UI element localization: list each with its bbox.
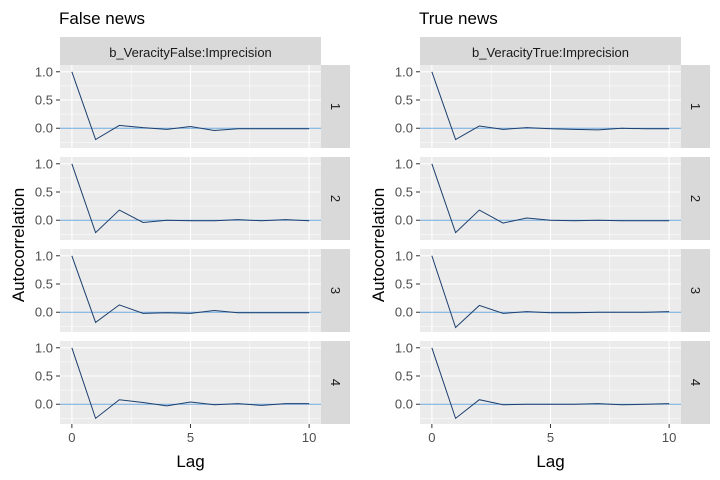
x-tick-label: 5 bbox=[547, 430, 554, 445]
y-axis-title: Autocorrelation bbox=[369, 188, 388, 302]
facet-strip-right-label: 2 bbox=[688, 195, 703, 202]
y-tick-label: 1.0 bbox=[395, 248, 413, 263]
facet-strip-label: b_VeracityTrue:Imprecision bbox=[472, 45, 629, 60]
x-tick-label: 10 bbox=[302, 430, 316, 445]
chart-title: True news bbox=[419, 9, 498, 28]
y-tick-label: 0.0 bbox=[395, 397, 413, 412]
y-tick-label: 0.5 bbox=[395, 277, 413, 292]
facet-strip-right-label: 2 bbox=[328, 195, 343, 202]
chart-1: True newsb_VeracityTrue:Imprecision0.00.… bbox=[369, 9, 710, 471]
x-tick-label: 5 bbox=[187, 430, 194, 445]
y-tick-label: 0.5 bbox=[395, 185, 413, 200]
y-tick-label: 1.0 bbox=[35, 156, 53, 171]
y-tick-label: 1.0 bbox=[395, 340, 413, 355]
y-tick-label: 0.5 bbox=[35, 277, 53, 292]
facet-strip-right-label: 1 bbox=[328, 103, 343, 110]
facet-panel-4: 0.0 0.5 1.0 4 bbox=[35, 340, 350, 424]
facet-panel-3: 0.0 0.5 1.0 3 bbox=[35, 248, 350, 332]
x-tick-label: 0 bbox=[428, 430, 435, 445]
y-tick-label: 1.0 bbox=[35, 248, 53, 263]
facet-strip-right-label: 4 bbox=[328, 379, 343, 386]
facet-strip-right-label: 3 bbox=[328, 287, 343, 294]
y-tick-label: 0.0 bbox=[395, 305, 413, 320]
facet-strip-right-label: 1 bbox=[688, 103, 703, 110]
x-tick-label: 0 bbox=[68, 430, 75, 445]
chart-0: False news b_VeracityFalse:Imprecision 0.0… bbox=[9, 9, 350, 471]
y-tick-label: 1.0 bbox=[35, 64, 53, 79]
facet-panel-4: 0.0 0.5 1.0 4 bbox=[395, 340, 710, 424]
y-tick-label: 1.0 bbox=[395, 156, 413, 171]
facet-strip-right-label: 3 bbox=[688, 287, 703, 294]
y-tick-label: 0.5 bbox=[395, 369, 413, 384]
facet-strip-label: b_VeracityFalse:Imprecision bbox=[109, 45, 272, 60]
x-axis-title: Lag bbox=[176, 452, 204, 471]
y-tick-label: 0.5 bbox=[395, 93, 413, 108]
facet-panel-2: 0.0 0.5 1.0 2 bbox=[395, 156, 710, 240]
y-tick-label: 0.0 bbox=[35, 397, 53, 412]
facet-panel-1: 0.0 0.5 1.0 1 bbox=[395, 64, 710, 148]
facet-panel-2: 0.0 0.5 1.0 2 bbox=[35, 156, 350, 240]
y-tick-label: 1.0 bbox=[395, 64, 413, 79]
y-tick-label: 0.0 bbox=[395, 213, 413, 228]
y-tick-label: 0.0 bbox=[35, 305, 53, 320]
facet-panel-3: 0.0 0.5 1.0 3 bbox=[395, 248, 710, 332]
y-tick-label: 0.0 bbox=[35, 121, 53, 136]
y-tick-label: 0.5 bbox=[35, 185, 53, 200]
x-axis-title: Lag bbox=[536, 452, 564, 471]
y-tick-label: 1.0 bbox=[35, 340, 53, 355]
y-tick-label: 0.5 bbox=[35, 93, 53, 108]
facet-strip-right-label: 4 bbox=[688, 379, 703, 386]
x-tick-label: 10 bbox=[662, 430, 676, 445]
y-axis-title: Autocorrelation bbox=[9, 188, 28, 302]
chart-title: False news bbox=[59, 9, 145, 28]
facet-panel-1: 0.0 0.5 1.0 1 bbox=[35, 64, 350, 148]
y-tick-label: 0.5 bbox=[35, 369, 53, 384]
y-tick-label: 0.0 bbox=[395, 121, 413, 136]
y-tick-label: 0.0 bbox=[35, 213, 53, 228]
